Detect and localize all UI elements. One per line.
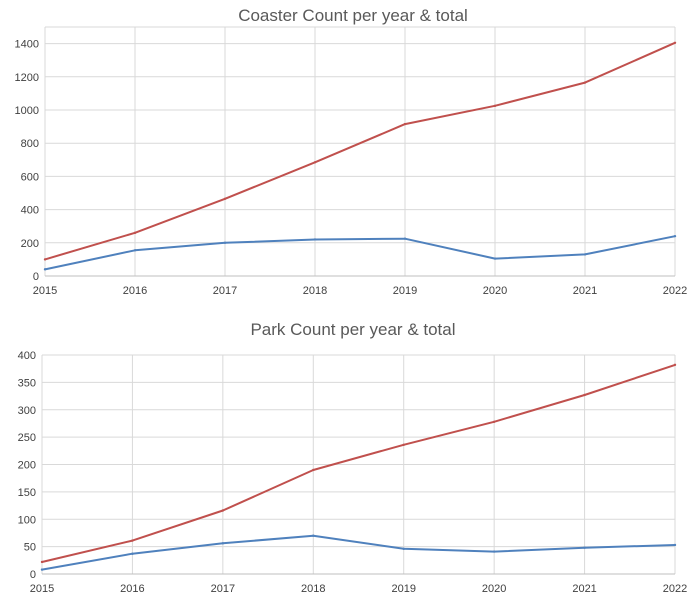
park-series-yearly-point (221, 542, 225, 545)
coaster-x-tick-label: 2015 (33, 285, 57, 297)
park-x-tick-label: 2022 (663, 583, 687, 595)
coaster-series-total-point (223, 197, 227, 201)
coaster-y-tick-label: 200 (21, 238, 39, 250)
coaster-series-total-point (313, 161, 317, 164)
coaster-series-total-point (673, 41, 677, 44)
coaster-x-tick-label: 2018 (303, 285, 327, 297)
coaster-series-yearly-point (493, 257, 497, 260)
park-x-tick-label: 2017 (211, 583, 235, 595)
coaster-count-chart: 0 200 400 600 800 1000 1200 1400 2015 2016 2017 201… (15, 26, 687, 297)
park-x-tick-label: 2019 (391, 583, 415, 595)
coaster-series-yearly-point (223, 241, 227, 244)
coaster-x-tick-label: 2020 (483, 285, 507, 297)
park-y-tick-label: 150 (18, 487, 36, 499)
park-y-tick-label: 50 (24, 542, 36, 554)
park-series-total-point (221, 509, 225, 512)
coaster-series-total-point (583, 81, 587, 84)
coaster-x-tick-label: 2022 (663, 285, 687, 297)
coaster-series-yearly-line (44, 235, 676, 271)
coaster-series-yearly-point (673, 234, 677, 238)
park-series-yearly-point (402, 547, 405, 551)
park-y-tick-label: 350 (18, 377, 36, 389)
park-y-tick-label: 100 (18, 514, 36, 526)
park-chart-title: Park Count per year & total (250, 320, 455, 339)
coaster-series-yearly-point (133, 249, 137, 252)
park-series-total-point (40, 560, 44, 564)
coaster-y-tick-label: 1200 (15, 72, 39, 84)
park-series-total-point (583, 393, 586, 397)
park-series-total-point (492, 420, 496, 423)
park-series-yearly-line (41, 534, 676, 571)
coaster-series-total-point (403, 122, 407, 126)
park-series-yearly-point (40, 568, 44, 571)
coaster-x-tick-label: 2019 (393, 285, 417, 297)
coaster-series-yearly-point (403, 237, 407, 240)
coaster-series-total-point (493, 104, 497, 108)
park-series-total-line (41, 363, 676, 563)
coaster-x-tick-label: 2017 (213, 285, 237, 297)
park-x-tick-label: 2018 (301, 583, 325, 595)
park-x-tick-label: 2016 (120, 583, 144, 595)
coaster-series-total-point (43, 258, 47, 261)
coaster-y-tick-label: 0 (33, 271, 39, 283)
park-series-total-point (312, 468, 315, 472)
park-y-tick-label: 200 (18, 460, 36, 472)
park-y-tick-label: 250 (18, 432, 36, 444)
coaster-y-tick-label: 1000 (15, 105, 39, 117)
park-count-chart: 0 50 100 150 200 250 300 350 400 2015 2016 2017 2018… (18, 350, 688, 595)
park-series-total-point (402, 443, 405, 446)
park-y-tick-label: 0 (30, 569, 36, 581)
coaster-series-total-point (133, 231, 137, 235)
coaster-y-tick-label: 400 (21, 205, 39, 217)
park-series-yearly-point (583, 546, 586, 549)
coaster-y-tick-label: 600 (21, 171, 39, 183)
coaster-series-total-line (44, 41, 676, 261)
coaster-x-tick-label: 2021 (573, 285, 597, 297)
park-y-tick-label: 400 (18, 350, 36, 362)
park-series-yearly-point (492, 550, 496, 553)
park-series-total-point (131, 539, 134, 542)
park-y-tick-label: 300 (18, 405, 36, 417)
coaster-chart-title: Coaster Count per year & total (238, 6, 468, 25)
park-x-tick-label: 2020 (482, 583, 506, 595)
coaster-series-yearly-point (313, 238, 317, 241)
park-series-yearly-point (312, 534, 315, 537)
coaster-y-tick-label: 1400 (15, 39, 39, 51)
park-series-yearly-point (131, 552, 134, 555)
coaster-series-yearly-point (583, 253, 587, 256)
park-series-yearly-point (673, 543, 677, 547)
park-x-tick-label: 2015 (30, 583, 54, 595)
coaster-series-yearly-point (43, 268, 47, 271)
park-x-tick-label: 2021 (572, 583, 596, 595)
park-series-total-point (673, 363, 677, 367)
coaster-y-tick-label: 800 (21, 138, 39, 150)
coaster-x-tick-label: 2016 (123, 285, 147, 297)
